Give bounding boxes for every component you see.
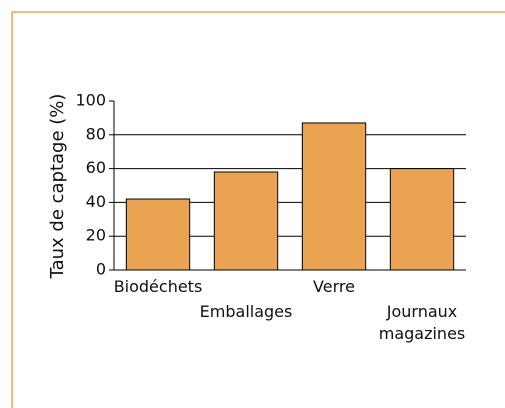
y-tick-label: 100 xyxy=(75,91,106,110)
x-tick-label: Journaux magazines xyxy=(378,302,466,343)
bar xyxy=(125,198,191,271)
bar xyxy=(301,122,367,271)
x-tick-label: Biodéchets xyxy=(113,277,203,296)
x-tick-label: Verre xyxy=(313,277,355,296)
x-tick-label: Emballages xyxy=(199,302,293,321)
y-tick-label: 40 xyxy=(86,192,106,211)
bar xyxy=(389,168,455,271)
y-tick-label: 0 xyxy=(96,260,106,279)
y-tick-label: 80 xyxy=(86,124,106,143)
y-tick-label: 20 xyxy=(86,226,106,245)
y-tick-label: 60 xyxy=(86,158,106,177)
bar xyxy=(213,171,279,271)
y-axis-label: Taux de captage (%) xyxy=(47,94,68,280)
